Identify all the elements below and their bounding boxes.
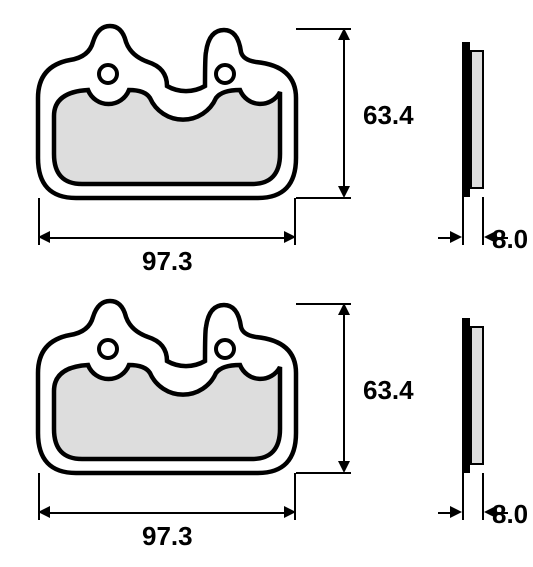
dim-label-top-width: 97.3 [142,246,193,277]
arrowhead-icon [38,231,50,243]
arrowhead-icon [284,506,296,518]
dim-label-bottom-height: 63.4 [363,375,414,406]
diagram-canvas: 63.4 97.3 8.0 63.4 97.3 8.0 [0,0,533,567]
dim-ext [462,197,464,245]
dim-label-bottom-thickness: 8.0 [492,499,528,530]
dim-line [343,315,345,461]
brake-pad-bottom [0,0,533,567]
dim-line [50,512,284,514]
dim-line [50,237,284,239]
arrowhead-icon [338,461,350,473]
dim-label-bottom-width: 97.3 [142,521,193,552]
dim-ext [462,473,464,520]
dim-line [438,237,452,239]
dim-label-top-thickness: 8.0 [492,224,528,255]
dim-label-top-height: 63.4 [363,100,414,131]
arrowhead-icon [338,186,350,198]
dim-line [343,40,345,186]
arrowhead-icon [338,303,350,315]
arrowhead-icon [338,28,350,40]
arrowhead-icon [38,506,50,518]
dim-line [438,512,452,514]
arrowhead-icon [284,231,296,243]
